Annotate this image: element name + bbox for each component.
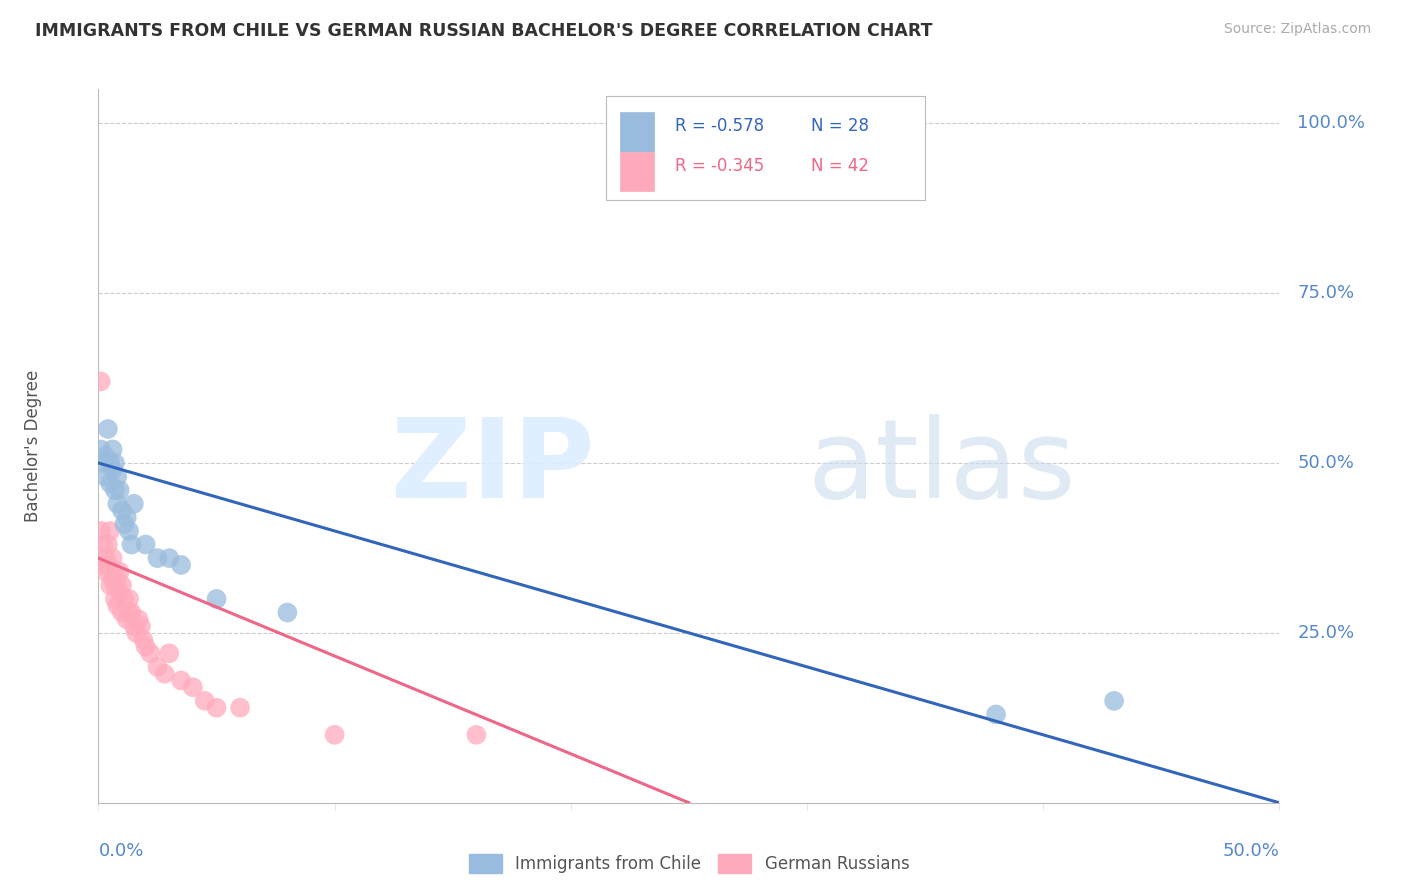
Point xyxy=(170,673,193,688)
Point xyxy=(118,591,141,606)
Point xyxy=(118,606,141,620)
Point xyxy=(101,551,124,566)
Point xyxy=(111,578,134,592)
Point xyxy=(139,646,162,660)
Text: 50.0%: 50.0% xyxy=(1223,842,1279,860)
Text: R = -0.578: R = -0.578 xyxy=(675,118,763,136)
Point xyxy=(111,503,134,517)
Point xyxy=(146,551,169,566)
Point xyxy=(97,422,120,436)
Text: N = 42: N = 42 xyxy=(811,157,869,175)
Point xyxy=(94,469,117,483)
Point xyxy=(135,537,157,551)
Text: R = -0.345: R = -0.345 xyxy=(675,157,763,175)
Point xyxy=(132,632,155,647)
Point xyxy=(90,442,112,457)
Point xyxy=(122,619,145,633)
Point xyxy=(90,524,112,538)
Point xyxy=(91,537,114,551)
Point xyxy=(90,375,112,389)
Point xyxy=(112,517,135,532)
Point xyxy=(98,578,121,592)
Point xyxy=(98,524,121,538)
Point xyxy=(108,585,131,599)
Point xyxy=(104,591,127,606)
Point xyxy=(205,700,228,714)
Point xyxy=(115,510,138,524)
Text: N = 28: N = 28 xyxy=(811,118,869,136)
Point xyxy=(129,619,152,633)
Point xyxy=(94,551,117,566)
Point xyxy=(91,456,114,470)
Point xyxy=(157,646,180,660)
Point xyxy=(111,606,134,620)
Point xyxy=(105,469,128,483)
Point xyxy=(115,612,138,626)
Point xyxy=(97,558,120,572)
Text: 75.0%: 75.0% xyxy=(1298,284,1354,302)
Text: 0.0%: 0.0% xyxy=(98,842,143,860)
Point xyxy=(94,449,117,463)
Point xyxy=(105,599,128,613)
Point xyxy=(1102,694,1125,708)
Text: atlas: atlas xyxy=(807,414,1076,521)
Point xyxy=(104,483,127,498)
Point xyxy=(94,565,117,579)
Point xyxy=(108,565,131,579)
Point xyxy=(146,660,169,674)
Point xyxy=(153,666,176,681)
Point xyxy=(181,680,204,694)
Legend: Immigrants from Chile, German Russians: Immigrants from Chile, German Russians xyxy=(463,847,915,880)
Point xyxy=(105,497,128,511)
Text: IMMIGRANTS FROM CHILE VS GERMAN RUSSIAN BACHELOR'S DEGREE CORRELATION CHART: IMMIGRANTS FROM CHILE VS GERMAN RUSSIAN … xyxy=(35,22,932,40)
Point xyxy=(121,537,143,551)
Point xyxy=(135,640,157,654)
Point xyxy=(105,572,128,586)
Point xyxy=(112,591,135,606)
Point xyxy=(276,606,298,620)
Point xyxy=(101,463,124,477)
Text: 100.0%: 100.0% xyxy=(1298,114,1365,132)
FancyBboxPatch shape xyxy=(620,152,654,191)
Text: ZIP: ZIP xyxy=(391,414,595,521)
Point xyxy=(108,483,131,498)
FancyBboxPatch shape xyxy=(620,112,654,152)
Point xyxy=(157,551,180,566)
Point xyxy=(98,456,121,470)
Text: Bachelor's Degree: Bachelor's Degree xyxy=(24,370,42,522)
Point xyxy=(121,606,143,620)
Point xyxy=(122,497,145,511)
Point xyxy=(91,558,114,572)
Point xyxy=(205,591,228,606)
Point xyxy=(98,476,121,491)
Point xyxy=(465,728,488,742)
Text: Source: ZipAtlas.com: Source: ZipAtlas.com xyxy=(1223,22,1371,37)
Point xyxy=(128,612,150,626)
Point xyxy=(97,537,120,551)
Text: 50.0%: 50.0% xyxy=(1298,454,1354,472)
Point xyxy=(125,626,148,640)
Point xyxy=(323,728,346,742)
Point xyxy=(118,524,141,538)
Point xyxy=(104,578,127,592)
Text: 25.0%: 25.0% xyxy=(1298,624,1354,642)
FancyBboxPatch shape xyxy=(606,96,925,200)
Point xyxy=(194,694,217,708)
Point xyxy=(104,456,127,470)
Point xyxy=(984,707,1007,722)
Point xyxy=(170,558,193,572)
Point xyxy=(101,572,124,586)
Point xyxy=(229,700,252,714)
Point xyxy=(101,442,124,457)
